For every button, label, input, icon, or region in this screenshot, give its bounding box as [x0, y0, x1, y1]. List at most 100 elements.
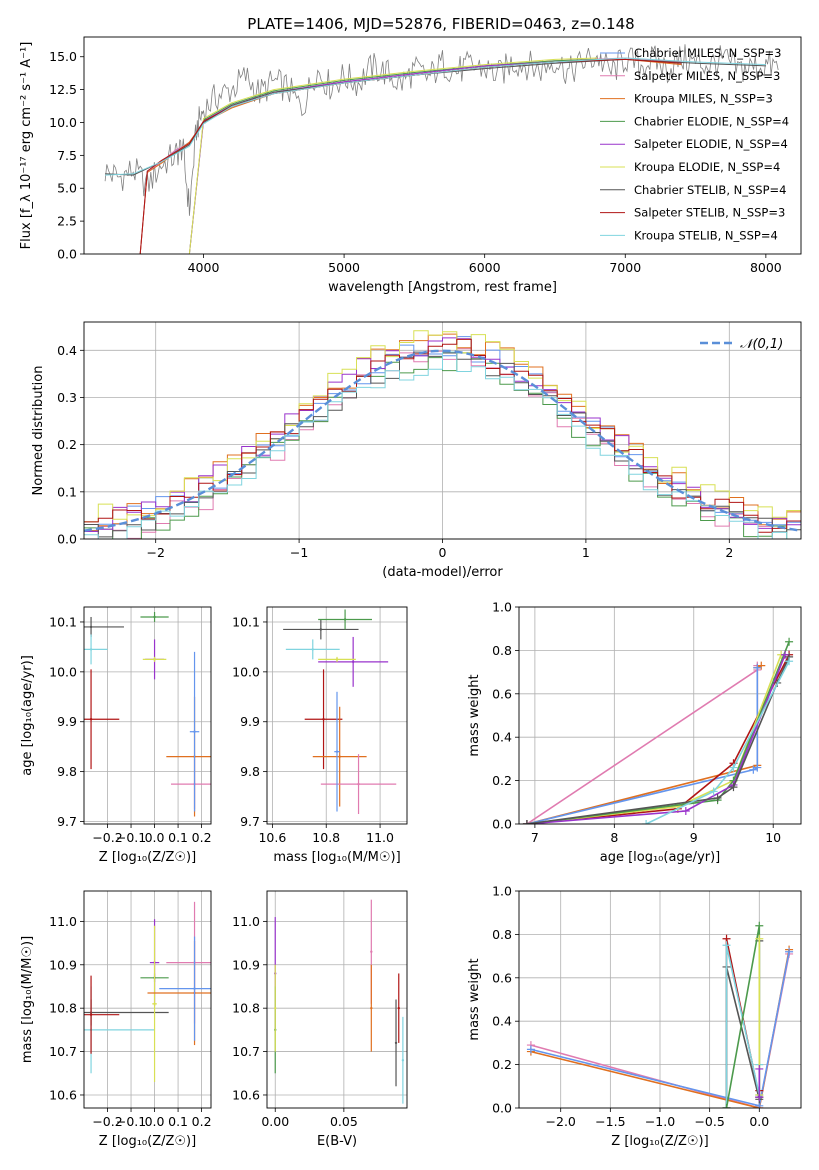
weight_vs_Z-marker	[722, 941, 731, 950]
mass_vs_ebv-ytick-label: 10.8	[232, 1001, 260, 1016]
spectrum-legend-label: Salpeter STELIB, N_SSP=3	[634, 206, 785, 220]
weight_vs_age-xtick-label: 9	[690, 830, 698, 845]
weight_vs_age-marker	[729, 763, 738, 772]
weight_vs_Z-xtick-label: −1.5	[595, 1114, 625, 1129]
mass_vs_Z-point	[153, 1002, 156, 1006]
age_vs_mass-plot-area	[283, 609, 397, 815]
weight_vs_age-ytick-label: 0.0	[492, 817, 512, 832]
spectrum-xtick-label: 8000	[750, 260, 782, 275]
weight_vs_age-marker	[753, 763, 762, 772]
spectrum-legend-label: Kroupa ELODIE, N_SSP=4	[634, 160, 780, 174]
residuals-frame	[83, 321, 802, 540]
age_vs_mass-panel: 10.6 10.8 11.0 9.7 9.8 9.9 10.0 10.1 mass [log₁₀…	[232, 606, 408, 865]
residual-histogram-series	[84, 338, 801, 533]
mass_vs_Z-ytick-label: 10.9	[49, 957, 77, 972]
age_vs_Z-ytick-label: 9.8	[57, 764, 77, 779]
spectrum-ytick-label: 0.0	[57, 247, 77, 262]
age_vs_Z-xtick-label: 0.0	[145, 830, 165, 845]
age_vs_Z-point	[193, 730, 196, 733]
mass_vs_ebv-point	[370, 1006, 373, 1010]
age_vs_Z-ylabel: age [log₁₀(age/yr)]	[20, 655, 35, 776]
residuals-xlabel: (data-model)/error	[382, 565, 503, 580]
mass_vs_ebv-ytick-label: 11.0	[232, 914, 260, 929]
residuals-xtick-label: 1	[582, 545, 590, 560]
mass_vs_Z-ytick-label: 10.6	[49, 1087, 77, 1102]
age_vs_Z-point	[153, 615, 156, 619]
spectrum-legend-label: Chabrier STELIB, N_SSP=4	[634, 183, 786, 197]
weight_vs_age-marker	[709, 787, 718, 796]
mass_vs_ebv-xlabel: E(B-V)	[317, 1134, 357, 1149]
weight_vs_age-marker	[713, 793, 722, 802]
spectrum-legend-label: Kroupa STELIB, N_SSP=4	[634, 228, 778, 242]
spectrum-xtick-label: 4000	[188, 260, 220, 275]
weight_vs_Z-ytick-label: 1.0	[492, 884, 512, 899]
spectrum-ylabel: Flux [f_λ 10⁻¹⁷ erg cm⁻² s⁻¹ A⁻¹]	[19, 42, 34, 250]
age_vs_mass-point	[357, 782, 360, 786]
mass_vs_Z-xtick-label: 0.0	[145, 1114, 165, 1129]
age_vs_Z-point	[89, 718, 93, 721]
weight_vs_age-series-line	[526, 641, 790, 824]
spectrum-legend-label: Chabrier ELODIE, N_SSP=4	[634, 114, 789, 128]
age_vs_mass-xtick-label: 11.0	[366, 830, 394, 845]
age_vs_Z-point	[153, 658, 156, 661]
residual-histogram-series	[84, 330, 801, 523]
mass_vs_Z-xlabel: Z [log₁₀(Z/Z☉)]	[99, 1134, 196, 1149]
mass_vs_Z-xtick-label: 0.1	[168, 1114, 188, 1129]
spectrum-model-line	[188, 57, 598, 254]
spectrum-panel: 4000 5000 6000 7000 8000 0.0 2.5 5.0 7.5 10.0 12.5…	[19, 36, 802, 295]
spectrum-model-line	[188, 58, 598, 254]
spectrum-legend-label: Salpeter ELODIE, N_SSP=4	[634, 137, 788, 151]
weight_vs_age-ytick-label: 0.4	[492, 730, 512, 745]
age_vs_Z-xtick-label: −0.2	[92, 830, 122, 845]
age_vs_mass-point	[351, 660, 355, 664]
weight_vs_Z-marker	[755, 1093, 764, 1102]
weight_vs_age-marker	[785, 637, 794, 646]
spectrum-legend-label: Kroupa MILES, N_SSP=3	[634, 92, 773, 106]
age_vs_mass-xlabel: mass [log₁₀(M/M☉)]	[273, 850, 400, 865]
weight_vs_age-xlabel: age [log₁₀(age/yr)]	[600, 850, 721, 865]
residuals-ytick-label: 0.3	[57, 390, 77, 405]
age_vs_Z-xtick-label: 0.1	[168, 830, 188, 845]
residuals-plot-area	[84, 330, 801, 539]
weight_vs_age-marker	[642, 820, 651, 824]
spectrum-frame	[83, 36, 802, 255]
mass_vs_ebv-xtick-label: 0.00	[261, 1114, 289, 1129]
spectrum-ytick-label: 7.5	[57, 148, 77, 163]
spectrum-ytick-label: 2.5	[57, 214, 77, 229]
figure-title: PLATE=1406, MJD=52876, FIBERID=0463, z=0…	[247, 15, 634, 33]
spectrum-xlabel: wavelength [Angstrom, rest frame]	[328, 280, 557, 295]
age_vs_Z-ytick-label: 10.1	[49, 614, 77, 629]
age_vs_mass-ytick-label: 9.8	[240, 764, 260, 779]
age_vs_Z-plot-area	[84, 611, 211, 817]
weight_vs_age-xtick-label: 10	[765, 830, 781, 845]
weight_vs_age-marker	[522, 820, 531, 824]
mass_vs_Z-plot-area	[84, 901, 211, 1082]
mass_vs_Z-frame	[83, 890, 212, 1109]
weight_vs_Z-marker	[785, 947, 794, 956]
age_vs_Z-ytick-label: 10.0	[49, 664, 77, 679]
residuals-ytick-label: 0.1	[57, 484, 77, 499]
age_vs_Z-xtick-label: −0.1	[116, 830, 146, 845]
weight_vs_age-xtick-label: 8	[610, 830, 618, 845]
spectrum-xtick-label: 5000	[328, 260, 360, 275]
age_vs_mass-point	[335, 750, 339, 753]
mass_vs_ebv-point	[394, 1041, 398, 1045]
weight_vs_age-series-line	[645, 660, 790, 824]
mass_vs_Z-ylabel: mass [log₁₀(M/M☉)]	[20, 936, 35, 1063]
weight_vs_age-ylabel: mass weight	[467, 674, 482, 756]
weight_vs_Z-marker	[755, 921, 764, 930]
weight_vs_age-ytick-label: 0.2	[492, 773, 512, 788]
weight_vs_Z-marker	[722, 1104, 731, 1108]
age_vs_mass-point	[322, 718, 325, 721]
spectrum-ytick-label: 10.0	[49, 115, 77, 130]
residuals-ylabel: Normed distribution	[31, 366, 46, 496]
weight_vs_Z-marker	[526, 1045, 535, 1054]
spectrum-model-line	[139, 58, 682, 254]
weight_vs_Z-marker	[755, 1064, 764, 1073]
mass_vs_ebv-point	[397, 1006, 400, 1010]
spectrum-legend-label: Chabrier MILES, N_SSP=3	[634, 46, 781, 60]
weight_vs_age-marker	[681, 806, 690, 815]
spectrum-xtick-label: 7000	[609, 260, 641, 275]
weight_vs_Z-xtick-label: 0.0	[749, 1114, 769, 1129]
